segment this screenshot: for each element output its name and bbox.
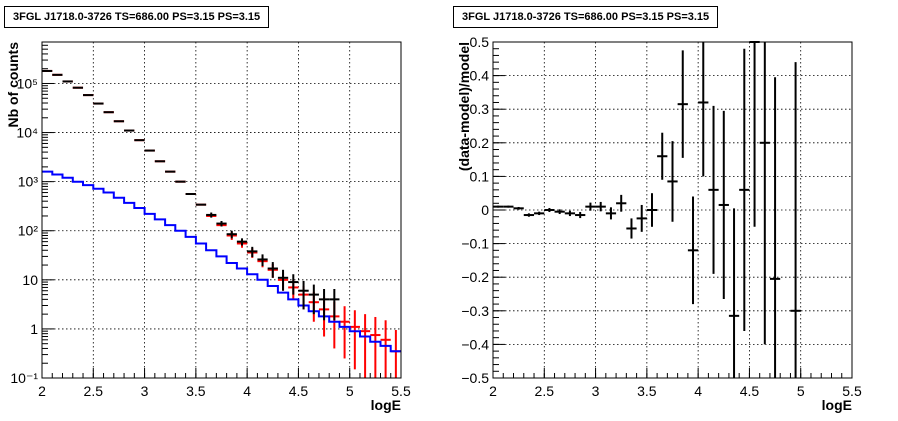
series-2 [42, 69, 340, 321]
series-0 [493, 41, 801, 378]
right-chart-title: 3FGL J1718.0-3726 TS=686.00 PS=3.15 PS=3… [453, 6, 719, 28]
y-tick-label: 0.4 [470, 68, 490, 84]
y-tick-label: 10⁴ [16, 125, 38, 141]
x-tick-label: 5 [797, 383, 805, 399]
y-tick-label: 10⁵ [17, 75, 38, 91]
x-tick-label: 5.5 [391, 383, 411, 399]
x-tick-label: 4 [694, 383, 702, 399]
residuals-panel: 2 2.5 3 3.5 4 4.5 5 5.5 −0.5 −0.4 −0.3 −0.2 −0.1 0 0.1… [456, 34, 862, 413]
y-tick-label: 10³ [18, 174, 39, 190]
x-tick-label: 3 [592, 383, 600, 399]
x-tick-label: 2 [38, 383, 46, 399]
y-axis-label: (data-model)/model [456, 42, 472, 171]
y-tick-label: 10⁻¹ [10, 370, 38, 386]
counts-panel: 2 2.5 3 3.5 4 4.5 5 5.5 10⁻¹ 1 10 10² 10³ 10⁴ 10⁵ logE N… [5, 41, 411, 413]
plot-frame [492, 41, 853, 379]
x-tick-label: 2 [489, 383, 497, 399]
y-tick-label: 1 [30, 321, 38, 337]
x-axis-label: logE [822, 397, 852, 413]
x-tick-label: 5.5 [842, 383, 862, 399]
left-chart-title: 3FGL J1718.0-3726 TS=686.00 PS=3.15 PS=3… [4, 6, 270, 28]
x-tick-label: 2.5 [84, 383, 104, 399]
x-tick-label: 5 [346, 383, 354, 399]
y-tick-label: −0.1 [461, 236, 489, 252]
x-tick-label: 4.5 [289, 383, 309, 399]
y-tick-label: 10² [18, 223, 39, 239]
y-tick-label: −0.3 [461, 303, 489, 319]
y-tick-label: 10 [22, 272, 38, 288]
x-tick-label: 3.5 [186, 383, 206, 399]
y-tick-label: 0.5 [470, 34, 490, 50]
x-tick-label: 4.5 [740, 383, 760, 399]
x-tick-label: 3.5 [637, 383, 657, 399]
y-tick-label: 0.3 [470, 101, 490, 117]
x-axis-label: logE [371, 397, 401, 413]
y-tick-label: −0.5 [461, 370, 489, 386]
model-step-line [42, 170, 401, 353]
x-tick-label: 3 [141, 383, 149, 399]
y-tick-label: −0.2 [461, 269, 489, 285]
x-tick-label: 4 [243, 383, 251, 399]
y-tick-label: −0.4 [461, 336, 489, 352]
y-tick-label: 0 [481, 202, 489, 218]
plot-frame [41, 41, 402, 379]
y-tick-label: 0.1 [470, 168, 490, 184]
x-tick-label: 2.5 [535, 383, 555, 399]
y-axis-label: Nb of counts [5, 42, 21, 128]
y-tick-label: 0.2 [470, 135, 490, 151]
